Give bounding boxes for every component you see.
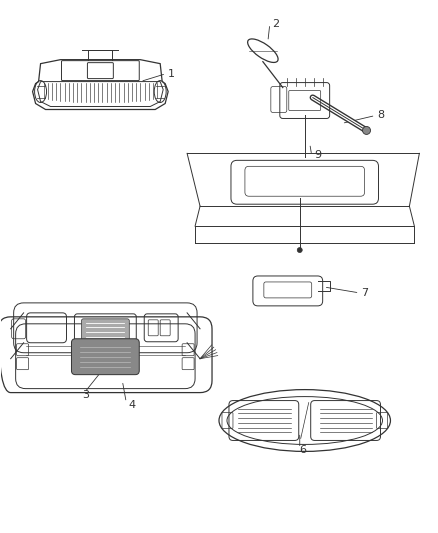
Text: 2: 2 [272,19,279,29]
FancyBboxPatch shape [71,339,139,375]
Text: 9: 9 [314,150,322,160]
Text: 4: 4 [128,400,135,409]
Text: 6: 6 [300,446,307,455]
Circle shape [363,126,371,134]
FancyBboxPatch shape [81,319,129,341]
Text: 3: 3 [82,390,89,400]
Circle shape [297,247,302,253]
Text: 1: 1 [168,69,175,78]
Text: 7: 7 [361,288,369,298]
Text: 8: 8 [378,110,385,120]
